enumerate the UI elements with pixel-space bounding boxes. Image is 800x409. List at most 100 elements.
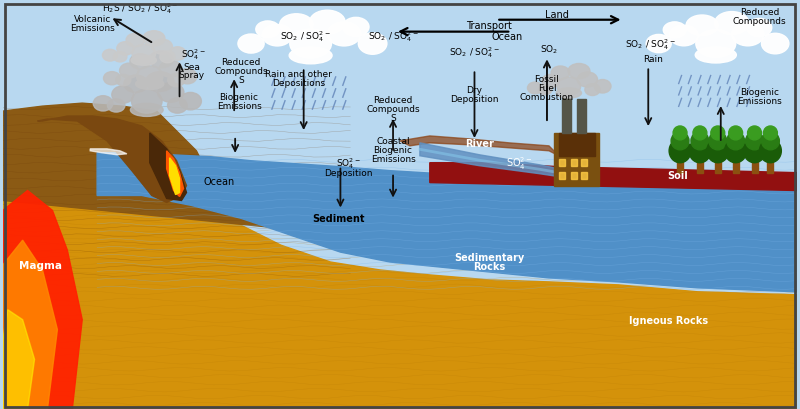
Ellipse shape: [732, 24, 764, 47]
Polygon shape: [490, 290, 798, 409]
Polygon shape: [2, 104, 798, 280]
Text: Reduced: Reduced: [222, 58, 261, 67]
Text: Land: Land: [545, 10, 569, 20]
Polygon shape: [166, 151, 183, 197]
Ellipse shape: [762, 34, 789, 55]
Ellipse shape: [130, 104, 163, 117]
Polygon shape: [559, 172, 565, 179]
Ellipse shape: [556, 89, 582, 99]
Ellipse shape: [695, 48, 736, 64]
Text: S: S: [238, 76, 244, 85]
Ellipse shape: [149, 52, 174, 69]
Text: $\mathsf{SO_2}$ / $\mathsf{SO_4^{2-}}$: $\mathsf{SO_2}$ / $\mathsf{SO_4^{2-}}$: [280, 29, 331, 44]
Ellipse shape: [116, 75, 131, 87]
Ellipse shape: [358, 34, 387, 55]
Polygon shape: [2, 191, 82, 409]
Ellipse shape: [691, 133, 709, 151]
Ellipse shape: [671, 133, 689, 151]
Ellipse shape: [107, 100, 125, 113]
Ellipse shape: [159, 61, 182, 78]
Ellipse shape: [578, 73, 598, 88]
Ellipse shape: [256, 22, 280, 38]
Text: Reduced: Reduced: [374, 95, 413, 104]
Text: Emissions: Emissions: [217, 101, 262, 110]
Ellipse shape: [670, 26, 698, 47]
Ellipse shape: [686, 16, 718, 36]
Polygon shape: [767, 151, 774, 173]
Polygon shape: [554, 134, 598, 186]
Ellipse shape: [310, 11, 345, 35]
Ellipse shape: [158, 83, 184, 103]
Polygon shape: [420, 144, 559, 177]
Text: $\mathsf{SO_4^{2-}}$: $\mathsf{SO_4^{2-}}$: [181, 47, 206, 62]
Polygon shape: [715, 151, 721, 173]
Ellipse shape: [132, 45, 156, 64]
Text: Biogenic: Biogenic: [374, 146, 413, 155]
Text: Depositions: Depositions: [272, 79, 326, 88]
Ellipse shape: [146, 72, 174, 92]
Text: $\mathsf{H_2S}$ / $\mathsf{SO_2}$ / $\mathsf{SO_4^{2-}}$: $\mathsf{H_2S}$ / $\mathsf{SO_2}$ / $\ma…: [102, 1, 178, 16]
Text: Emissions: Emissions: [370, 155, 415, 164]
Ellipse shape: [551, 67, 570, 80]
Ellipse shape: [327, 23, 361, 47]
Polygon shape: [90, 149, 127, 155]
Ellipse shape: [763, 127, 778, 141]
Ellipse shape: [124, 76, 148, 93]
Text: Emissions: Emissions: [70, 24, 114, 33]
Ellipse shape: [585, 85, 600, 96]
Text: Ocean: Ocean: [204, 176, 235, 186]
Ellipse shape: [102, 50, 118, 62]
Text: Transport: Transport: [466, 20, 512, 31]
Ellipse shape: [131, 90, 162, 114]
Text: River: River: [465, 139, 494, 148]
Polygon shape: [677, 151, 683, 173]
Polygon shape: [559, 160, 565, 166]
Ellipse shape: [646, 35, 671, 54]
Text: Coastal: Coastal: [376, 137, 410, 146]
Polygon shape: [97, 153, 798, 292]
Ellipse shape: [542, 75, 558, 89]
Ellipse shape: [594, 80, 611, 94]
Text: $\mathsf{SO_4^{2-}}$: $\mathsf{SO_4^{2-}}$: [506, 155, 533, 172]
Text: $\mathsf{SO_4^{2-}}$: $\mathsf{SO_4^{2-}}$: [336, 156, 361, 171]
Ellipse shape: [112, 87, 134, 104]
Ellipse shape: [689, 139, 711, 163]
Ellipse shape: [119, 64, 138, 79]
Polygon shape: [571, 160, 577, 166]
Ellipse shape: [557, 78, 581, 96]
Ellipse shape: [743, 139, 766, 163]
Polygon shape: [581, 172, 586, 179]
Ellipse shape: [262, 25, 292, 47]
Ellipse shape: [696, 31, 736, 58]
Ellipse shape: [130, 54, 150, 70]
Text: $\mathsf{SO_2}$ / $\mathsf{SO_4^{2-}}$: $\mathsf{SO_2}$ / $\mathsf{SO_4^{2-}}$: [625, 37, 675, 52]
Text: Reduced: Reduced: [740, 8, 779, 17]
Ellipse shape: [746, 19, 772, 38]
Ellipse shape: [135, 79, 164, 90]
Ellipse shape: [663, 23, 686, 39]
Text: Soil: Soil: [668, 170, 689, 180]
Ellipse shape: [167, 99, 187, 114]
Text: $\mathsf{SO_2}$ / $\mathsf{SO_4^{2-}}$: $\mathsf{SO_2}$ / $\mathsf{SO_4^{2-}}$: [449, 45, 500, 60]
Polygon shape: [400, 137, 559, 156]
Ellipse shape: [747, 127, 762, 141]
Polygon shape: [559, 134, 594, 156]
Text: Igneous Rocks: Igneous Rocks: [629, 315, 708, 325]
Ellipse shape: [179, 93, 202, 110]
Ellipse shape: [714, 13, 749, 35]
Ellipse shape: [729, 127, 742, 141]
Ellipse shape: [568, 64, 590, 79]
Ellipse shape: [289, 48, 332, 65]
Text: Rocks: Rocks: [474, 261, 506, 271]
Ellipse shape: [538, 85, 552, 95]
Ellipse shape: [152, 40, 173, 55]
Ellipse shape: [673, 127, 687, 141]
Ellipse shape: [238, 35, 264, 54]
Ellipse shape: [143, 31, 165, 47]
Ellipse shape: [178, 70, 197, 85]
Polygon shape: [697, 151, 703, 173]
Text: Sea: Sea: [183, 63, 200, 72]
Text: Compounds: Compounds: [214, 67, 268, 76]
Polygon shape: [751, 151, 758, 173]
Polygon shape: [2, 310, 34, 409]
